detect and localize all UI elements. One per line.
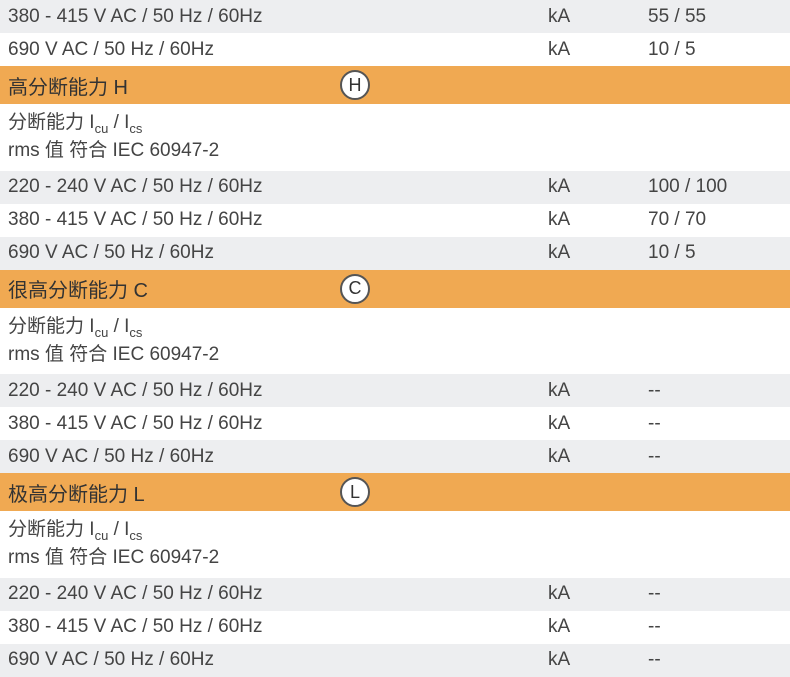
section-description: 分断能力 Icu / Icsrms 值 符合 IEC 60947-2 [0,104,790,171]
voltage-label: 690 V AC / 50 Hz / 60Hz [8,39,348,61]
value-label: -- [648,446,782,468]
unit-label: kA [548,209,648,231]
voltage-label: 380 - 415 V AC / 50 Hz / 60Hz [8,6,348,28]
desc-line1: 分断能力 Icu / Ics [8,517,142,545]
data-row: 690 V AC / 50 Hz / 60Hz kA10 / 5 [0,33,790,66]
voltage-label: 690 V AC / 50 Hz / 60Hz [8,649,348,671]
unit-label: kA [548,176,648,198]
voltage-label: 380 - 415 V AC / 50 Hz / 60Hz [8,616,348,638]
voltage-label: 220 - 240 V AC / 50 Hz / 60Hz [8,380,348,402]
unit-label: kA [548,6,648,28]
section-badge: L [340,477,370,507]
value-label: -- [648,583,782,605]
unit-label: kA [548,39,648,61]
data-row: 380 - 415 V AC / 50 Hz / 60Hz kA70 / 70 [0,204,790,237]
voltage-label: 220 - 240 V AC / 50 Hz / 60Hz [8,176,348,198]
unit-label: kA [548,380,648,402]
data-row: 690 V AC / 50 Hz / 60Hz kA-- [0,440,790,473]
voltage-label: 380 - 415 V AC / 50 Hz / 60Hz [8,209,348,231]
value-label: -- [648,413,782,435]
value-label: -- [648,649,782,671]
data-row: 380 - 415 V AC / 50 Hz / 60Hz kA55 / 55 [0,0,790,33]
data-row: 220 - 240 V AC / 50 Hz / 60Hz kA100 / 100 [0,171,790,204]
value-label: 10 / 5 [648,242,782,264]
value-label: 55 / 55 [648,6,782,28]
voltage-label: 690 V AC / 50 Hz / 60Hz [8,446,348,468]
spec-table: 380 - 415 V AC / 50 Hz / 60HzkA55 / 5569… [0,0,790,677]
section-description: 分断能力 Icu / Icsrms 值 符合 IEC 60947-2 [0,511,790,578]
desc-line2: rms 值 符合 IEC 60947-2 [8,342,219,369]
section-description: 分断能力 Icu / Icsrms 值 符合 IEC 60947-2 [0,308,790,375]
section-badge: C [340,274,370,304]
data-row: 380 - 415 V AC / 50 Hz / 60Hz kA-- [0,407,790,440]
value-label: -- [648,380,782,402]
section-title: 极高分断能力 L [8,478,338,507]
value-label: -- [648,616,782,638]
section-header: 高分断能力 HH [0,66,790,104]
section-title: 高分断能力 H [8,71,338,100]
data-row: 690 V AC / 50 Hz / 60Hz kA10 / 5 [0,237,790,270]
desc-line2: rms 值 符合 IEC 60947-2 [8,138,219,165]
value-label: 70 / 70 [648,209,782,231]
desc-line1: 分断能力 Icu / Ics [8,314,142,342]
unit-label: kA [548,649,648,671]
section-header: 极高分断能力 LL [0,473,790,511]
unit-label: kA [548,446,648,468]
voltage-label: 690 V AC / 50 Hz / 60Hz [8,242,348,264]
unit-label: kA [548,242,648,264]
desc-line2: rms 值 符合 IEC 60947-2 [8,545,219,572]
data-row: 690 V AC / 50 Hz / 60Hz kA-- [0,644,790,677]
voltage-label: 220 - 240 V AC / 50 Hz / 60Hz [8,583,348,605]
data-row: 220 - 240 V AC / 50 Hz / 60Hz kA-- [0,374,790,407]
section-title: 很高分断能力 C [8,274,338,303]
section-badge: H [340,70,370,100]
unit-label: kA [548,616,648,638]
data-row: 220 - 240 V AC / 50 Hz / 60Hz kA-- [0,578,790,611]
voltage-label: 380 - 415 V AC / 50 Hz / 60Hz [8,413,348,435]
value-label: 10 / 5 [648,39,782,61]
desc-line1: 分断能力 Icu / Ics [8,110,142,138]
unit-label: kA [548,583,648,605]
value-label: 100 / 100 [648,176,782,198]
unit-label: kA [548,413,648,435]
section-header: 很高分断能力 CC [0,270,790,308]
